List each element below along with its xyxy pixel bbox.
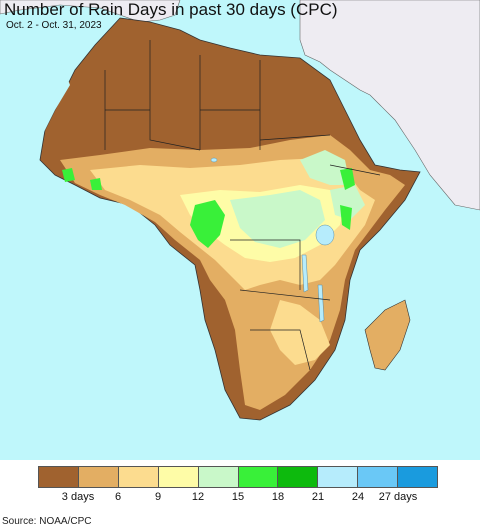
legend-swatch-2 — [118, 467, 159, 487]
lakes — [210, 157, 335, 323]
rain-band-green — [62, 168, 355, 248]
legend-label: 3 days — [61, 491, 95, 503]
legend-label: 9 — [154, 491, 162, 503]
legend-swatch-8 — [358, 467, 399, 487]
legend-swatch-6 — [278, 467, 319, 487]
legend-swatch-5 — [238, 467, 279, 487]
map-area: Number of Rain Days in past 30 days (CPC… — [0, 0, 480, 460]
rain-band-light-green — [230, 150, 365, 248]
legend-swatch-0 — [39, 467, 79, 487]
legend-label: 18 — [271, 491, 285, 503]
legend-swatch-4 — [198, 467, 239, 487]
legend-labels: 3 days 6 9 12 15 18 21 24 27 days — [0, 491, 480, 505]
legend-label: 24 — [351, 491, 365, 503]
africa-rain-days-map — [0, 0, 480, 421]
legend-label: 15 — [231, 491, 245, 503]
legend-swatch-3 — [158, 467, 199, 487]
legend-label: 27 days — [378, 491, 418, 503]
country-borders — [104, 40, 381, 371]
date-range: Oct. 2 - Oct. 31, 2023 — [6, 20, 102, 31]
legend-label: 21 — [311, 491, 325, 503]
legend-swatch-1 — [78, 467, 119, 487]
source-credit: Source: NOAA/CPC — [2, 516, 92, 527]
legend-swatch-7 — [318, 467, 359, 487]
legend-swatch-9 — [398, 467, 438, 487]
legend-colorbar — [38, 466, 438, 488]
legend-label: 6 — [114, 491, 122, 503]
legend-label: 12 — [191, 491, 205, 503]
outside-land — [0, 0, 480, 211]
map-title: Number of Rain Days in past 30 days (CPC… — [4, 0, 338, 19]
